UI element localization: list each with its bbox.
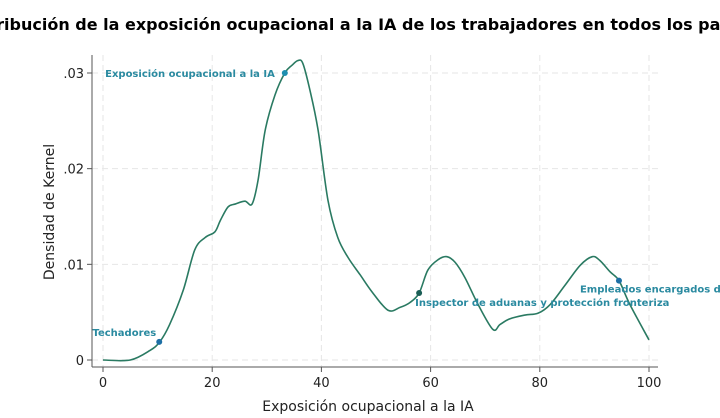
annotation-label: Techadores (92, 328, 156, 339)
x-tick-label: 40 (313, 376, 330, 391)
x-tick-label: 100 (637, 376, 662, 391)
x-tick-label: 0 (99, 376, 107, 391)
x-tick-label: 80 (532, 376, 549, 391)
y-tick-label: .01 (63, 258, 84, 273)
density-curve (102, 59, 650, 362)
y-axis-label: Densidad de Kernel (42, 144, 58, 280)
y-tick-label: .02 (63, 163, 84, 178)
y-tick-label: 0 (76, 354, 84, 369)
annotation-marker (615, 277, 622, 284)
annotation-marker (416, 290, 423, 297)
y-tick-label: .03 (63, 67, 84, 82)
x-tick-label: 60 (422, 376, 439, 391)
chart-title: Distribución de la exposición ocupaciona… (0, 15, 720, 34)
annotation-marker (156, 338, 163, 345)
annotation-label: Inspector de aduanas y protección fronte… (415, 297, 669, 309)
annotation-label: Empleados encargados de la m (580, 285, 720, 296)
annotation-label: Exposición ocupacional a la IA (105, 68, 275, 80)
x-axis-label: Exposición ocupacional a la IA (262, 399, 474, 415)
x-tick-label: 20 (204, 376, 221, 391)
annotation-marker (281, 69, 288, 76)
